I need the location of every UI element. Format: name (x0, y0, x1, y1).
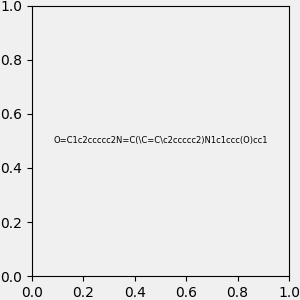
Text: O=C1c2ccccc2N=C(\C=C\c2ccccc2)N1c1ccc(O)cc1: O=C1c2ccccc2N=C(\C=C\c2ccccc2)N1c1ccc(O)… (53, 136, 268, 146)
